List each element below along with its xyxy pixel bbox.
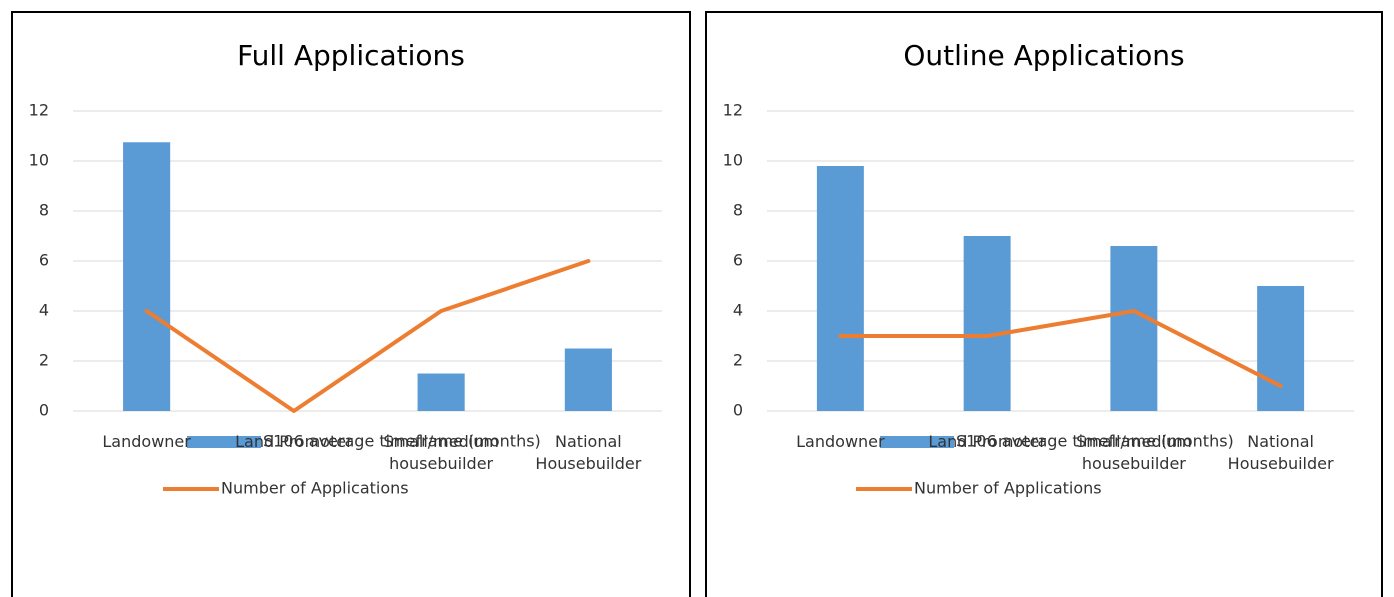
y-tick-label: 4	[733, 301, 743, 320]
x-tick-label: National Housebuilder	[1227, 432, 1334, 473]
bar	[963, 236, 1011, 411]
x-tick-label: Landowner	[796, 432, 885, 451]
y-tick-label: 0	[39, 401, 49, 420]
bar	[564, 348, 612, 411]
x-tick-label: National Housebuilder	[535, 432, 642, 473]
y-tick-label: 12	[29, 101, 49, 120]
bar	[417, 373, 465, 411]
bar	[123, 142, 171, 411]
y-tick-label: 12	[723, 101, 743, 120]
y-tick-label: 6	[733, 251, 743, 270]
y-tick-label: 2	[39, 351, 49, 370]
legend-label: S106 average timeframe (months)	[956, 432, 1234, 451]
bar	[1110, 246, 1158, 411]
x-tick-label: Small/medium housebuilder	[383, 432, 499, 473]
chart-title: Outline Applications	[903, 39, 1184, 72]
bar	[1257, 286, 1305, 411]
legend-label: Number of Applications	[221, 479, 409, 498]
y-tick-label: 10	[29, 151, 49, 170]
chart-title: Full Applications	[237, 39, 465, 72]
y-tick-label: 2	[733, 351, 743, 370]
y-tick-label: 6	[39, 251, 49, 270]
x-tick-label: Land Promoter	[235, 432, 353, 451]
line-series	[144, 259, 591, 413]
legend-swatch	[880, 436, 954, 448]
x-tick-label: Land Promoter	[928, 432, 1046, 451]
y-tick-label: 8	[733, 201, 743, 220]
legend-label: S106 average timeframe (months)	[263, 432, 541, 451]
legend-label: Number of Applications	[914, 479, 1102, 498]
line-series	[838, 309, 1283, 388]
chart-frame	[11, 11, 691, 597]
bar	[816, 166, 864, 411]
y-tick-label: 8	[39, 201, 49, 220]
y-tick-label: 10	[723, 151, 743, 170]
x-tick-label: Small/medium housebuilder	[1076, 432, 1192, 473]
x-tick-label: Landowner	[102, 432, 191, 451]
legend-swatch	[187, 436, 261, 448]
y-tick-label: 0	[733, 401, 743, 420]
y-tick-label: 4	[39, 301, 49, 320]
